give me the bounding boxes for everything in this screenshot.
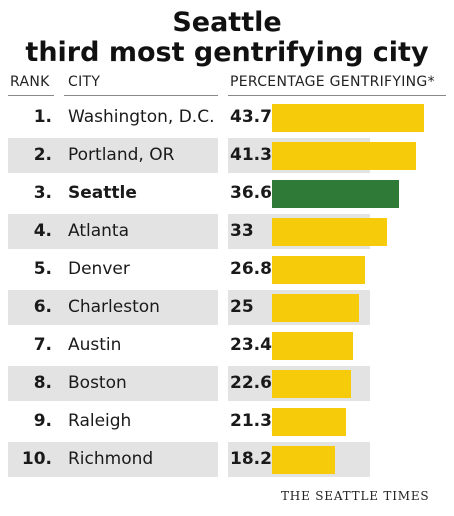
bar xyxy=(272,370,351,398)
value-label: 21.3 xyxy=(230,411,272,431)
rank-label: 5. xyxy=(33,259,52,279)
rank-label: 9. xyxy=(33,411,52,431)
rank-label: 8. xyxy=(33,373,52,393)
rank-label: 4. xyxy=(33,221,52,241)
rank-label: 2. xyxy=(33,145,52,165)
city-label: Richmond xyxy=(68,449,154,469)
city-label: Boston xyxy=(68,373,127,393)
chart-title-line-2: third most gentrifying city xyxy=(25,37,429,68)
table-row: 8. Boston 22.6 xyxy=(0,366,454,401)
percentage-header-underline xyxy=(228,95,446,96)
table-row: 2. Portland, OR 41.3 xyxy=(0,138,454,173)
rank-label: 1. xyxy=(33,107,52,127)
row-band xyxy=(8,290,218,325)
rank-header-underline xyxy=(8,95,54,96)
bar xyxy=(272,180,399,208)
table-row: 7. Austin 23.4 xyxy=(0,328,454,363)
source-credit: THE SEATTLE TIMES xyxy=(281,489,430,503)
value-label: 25 xyxy=(230,297,254,317)
bar xyxy=(272,142,416,170)
bar xyxy=(272,332,353,360)
rank-label: 7. xyxy=(33,335,52,355)
bar xyxy=(272,408,346,436)
value-label: 22.6 xyxy=(230,373,272,393)
value-label: 23.4 xyxy=(230,335,272,355)
row-band xyxy=(8,214,218,249)
city-label: Atlanta xyxy=(68,221,129,241)
row-band xyxy=(8,366,218,401)
table-row: 1. Washington, D.C. 43.7 xyxy=(0,100,454,135)
rank-label: 3. xyxy=(33,183,52,203)
bar xyxy=(272,446,335,474)
value-label: 36.6 xyxy=(230,183,272,203)
bar-chart: 1. Washington, D.C. 43.7 2. Portland, OR 41.3… xyxy=(0,100,454,480)
city-label: Raleigh xyxy=(68,411,132,431)
city-label: Charleston xyxy=(68,297,160,317)
city-label: Washington, D.C. xyxy=(68,107,215,127)
table-row: 6. Charleston 25 xyxy=(0,290,454,325)
value-label: 43.7 xyxy=(230,107,272,127)
bar xyxy=(272,218,387,246)
bar xyxy=(272,294,359,322)
bar xyxy=(272,104,424,132)
value-label: 26.8 xyxy=(230,259,272,279)
column-header-percentage: PERCENTAGE GENTRIFYING* xyxy=(230,74,435,90)
rank-label: 6. xyxy=(33,297,52,317)
table-row: 4. Atlanta 33 xyxy=(0,214,454,249)
chart-title-line-1: Seattle xyxy=(172,7,282,38)
row-band xyxy=(8,442,218,477)
table-row: 9. Raleigh 21.3 xyxy=(0,404,454,439)
table-row: 3. Seattle 36.6 xyxy=(0,176,454,211)
city-label: Seattle xyxy=(68,183,137,203)
city-label: Denver xyxy=(68,259,130,279)
city-header-underline xyxy=(64,95,218,96)
city-label: Austin xyxy=(68,335,122,355)
value-label: 41.3 xyxy=(230,145,272,165)
row-band xyxy=(8,138,218,173)
value-label: 33 xyxy=(230,221,254,241)
bar xyxy=(272,256,365,284)
city-label: Portland, OR xyxy=(68,145,175,165)
rank-label: 10. xyxy=(21,449,52,469)
column-header-rank: RANK xyxy=(10,74,50,90)
value-label: 18.2 xyxy=(230,449,272,469)
table-row: 5. Denver 26.8 xyxy=(0,252,454,287)
column-header-city: CITY xyxy=(68,74,101,90)
table-row: 10. Richmond 18.2 xyxy=(0,442,454,477)
